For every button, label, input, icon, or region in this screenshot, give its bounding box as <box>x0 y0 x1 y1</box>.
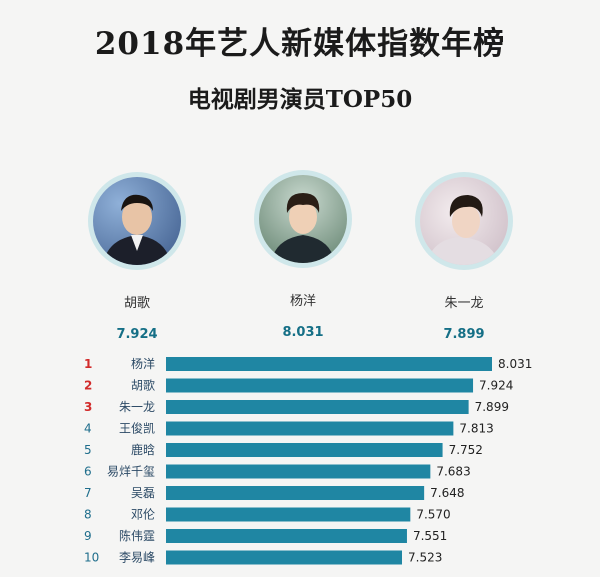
value-label: 8.031 <box>498 357 532 371</box>
bar <box>166 378 474 393</box>
value-label: 7.570 <box>416 508 450 522</box>
category-label: 陈伟霆 <box>119 528 155 543</box>
portrait-icon <box>426 195 500 265</box>
value-label: 7.648 <box>430 486 464 500</box>
value-label: 7.924 <box>479 379 513 393</box>
podium-score: 7.924 <box>116 327 158 342</box>
podium-name: 胡歌 <box>123 296 150 311</box>
category-label: 朱一龙 <box>119 400 155 414</box>
rank-label: 10 <box>84 551 99 565</box>
bar <box>166 529 407 543</box>
category-label: 鹿晗 <box>131 442 155 457</box>
value-label: 7.813 <box>459 422 493 436</box>
rank-label: 8 <box>84 508 92 522</box>
chart-title: 2018年艺人新媒体指数年榜 <box>94 26 506 62</box>
category-label: 李易峰 <box>119 550 155 565</box>
bar <box>166 443 443 457</box>
portrait-icon <box>103 194 171 265</box>
avatar-ring <box>254 170 352 268</box>
bar <box>166 421 454 436</box>
avatar <box>259 175 347 263</box>
ranking-bar-chart: 1 杨洋 8.031 2 胡歌 7.924 3 朱一龙 7.899 4 王俊凯 7.813 5 鹿晗 7.7… <box>84 356 532 565</box>
avatar-ring <box>88 172 186 270</box>
portrait-icon <box>271 193 335 263</box>
rank-label: 5 <box>84 443 92 457</box>
rank-label: 3 <box>84 400 92 414</box>
category-label: 易烊千玺 <box>107 465 155 479</box>
category-label: 吴磊 <box>131 486 155 500</box>
rank-label: 7 <box>84 486 92 500</box>
bar <box>166 507 411 522</box>
podium-score: 7.899 <box>443 327 485 342</box>
bar <box>166 357 492 371</box>
category-label: 杨洋 <box>131 356 155 371</box>
rank-label: 1 <box>84 357 92 371</box>
bar <box>166 550 402 565</box>
bar <box>166 464 431 479</box>
value-label: 7.683 <box>436 465 470 479</box>
value-label: 7.752 <box>449 443 483 457</box>
podium-score: 8.031 <box>282 325 324 340</box>
rank-label: 4 <box>84 422 92 436</box>
rank-label: 2 <box>84 379 92 393</box>
value-label: 7.899 <box>475 400 509 414</box>
avatar <box>93 177 181 265</box>
avatar <box>420 177 508 265</box>
podium-first: 杨洋 8.031 <box>243 170 363 340</box>
chart-subtitle: 电视剧男演员TOP50 <box>187 86 413 113</box>
category-label: 胡歌 <box>131 378 155 393</box>
podium-name: 朱一龙 <box>444 296 484 311</box>
avatar-ring <box>415 172 513 270</box>
bar <box>166 486 425 500</box>
rank-label: 6 <box>84 465 92 479</box>
podium-name: 杨洋 <box>289 294 316 309</box>
bar <box>166 400 469 414</box>
value-label: 7.551 <box>413 529 447 543</box>
rank-label: 9 <box>84 529 92 543</box>
category-label: 邓伦 <box>131 507 155 522</box>
podium-second: 胡歌 7.924 <box>77 172 197 342</box>
category-label: 王俊凯 <box>119 421 155 436</box>
value-label: 7.523 <box>408 551 442 565</box>
podium-third: 朱一龙 7.899 <box>404 172 524 342</box>
